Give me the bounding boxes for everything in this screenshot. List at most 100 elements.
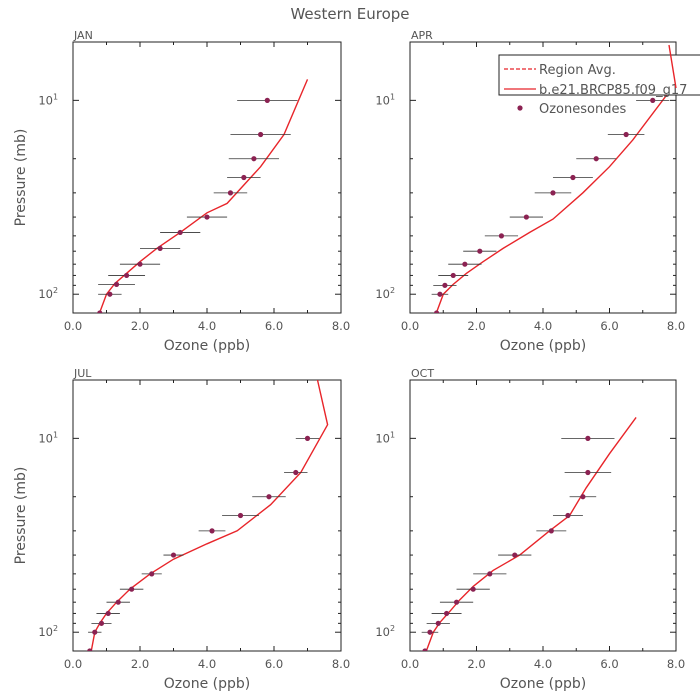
y-tick-exponent: 2 (53, 286, 58, 295)
sonde-point (124, 272, 130, 279)
data-layer (431, 66, 676, 313)
sonde-point (157, 245, 163, 251)
x-tick-label: 2.0 (467, 657, 485, 671)
sonde-point (115, 599, 121, 605)
sonde-point (87, 648, 93, 651)
model-profile-line (435, 66, 676, 313)
sonde-point (450, 272, 456, 279)
sonde-point (462, 261, 468, 267)
x-tick-label: 2.0 (131, 319, 149, 333)
y-tick-label: 10 (375, 625, 390, 639)
sonde-point (107, 291, 113, 297)
sonde-point (227, 190, 234, 196)
sonde-point (570, 174, 576, 181)
sonde-point (170, 552, 177, 558)
y-axis-label: Pressure (mb) (13, 467, 29, 565)
x-tick-label: 4.0 (534, 657, 552, 671)
sonde-point (477, 248, 483, 254)
plot-frame (72, 41, 342, 314)
sonde-point (437, 291, 443, 297)
x-axis-label: Ozone (ppb) (164, 676, 250, 692)
x-tick-label: 8.0 (332, 319, 350, 333)
x-tick-label: 6.0 (600, 657, 618, 671)
sonde-point (434, 310, 440, 313)
x-tick-label: 6.0 (265, 319, 283, 333)
sonde-point (550, 190, 556, 196)
panel-label: OCT (411, 367, 434, 380)
legend-box (498, 54, 700, 96)
sonde-point (241, 174, 247, 181)
model-profile-line (99, 79, 309, 313)
y-tick-label: 10 (375, 93, 390, 107)
x-axis-label: Ozone (ppb) (500, 676, 586, 692)
sonde-point (650, 97, 656, 103)
sonde-point (435, 620, 441, 626)
x-tick-label: 6.0 (265, 657, 283, 671)
sonde-point (266, 494, 272, 500)
legend-label: b.e21.BRCP85.f09_g17 (539, 83, 687, 98)
x-tick-label: 0.0 (64, 319, 82, 333)
y-tick-label: 10 (38, 431, 53, 445)
sonde-point (293, 469, 299, 476)
sonde-point (97, 310, 103, 313)
y-tick-exponent: 1 (390, 430, 395, 439)
sonde-point (98, 620, 105, 626)
y-axis-label: Pressure (mb) (13, 129, 29, 227)
panel-label: APR (411, 29, 433, 42)
y-tick-label: 10 (375, 431, 390, 445)
model-profile-line (425, 416, 637, 651)
x-tick-label: 0.0 (401, 319, 419, 333)
y-tick-label: 10 (38, 625, 53, 639)
x-tick-label: 0.0 (401, 657, 419, 671)
x-axis-label: Ozone (ppb) (500, 338, 586, 354)
y-tick-exponent: 1 (53, 92, 58, 101)
sonde-point (470, 586, 476, 592)
sonde-point (92, 629, 98, 635)
sonde-point (204, 214, 210, 220)
sonde-point (565, 512, 571, 519)
sonde-point (251, 156, 257, 162)
x-tick-label: 4.0 (198, 657, 216, 671)
data-layer (421, 416, 637, 651)
legend: Region Avg. b.e21.BRCP85.f09_g17 Ozonesond… (498, 44, 700, 117)
legend-swatch-dot (517, 105, 523, 111)
y-tick-exponent: 1 (390, 92, 395, 101)
x-tick-label: 4.0 (534, 319, 552, 333)
sonde-point (442, 282, 448, 288)
sonde-point (593, 156, 599, 162)
x-tick-label: 8.0 (667, 657, 685, 671)
figure-title: Western Europe (290, 5, 409, 23)
model-profile-line (90, 380, 329, 651)
sonde-point (443, 610, 450, 617)
y-tick-exponent: 1 (53, 430, 58, 439)
sonde-point (585, 435, 591, 441)
legend-label: Region Avg. (539, 63, 616, 78)
x-tick-label: 6.0 (600, 319, 618, 333)
y-tick-exponent: 2 (53, 624, 58, 633)
y-tick-exponent: 2 (390, 286, 395, 295)
x-tick-label: 2.0 (131, 657, 149, 671)
plot-frame (72, 379, 342, 652)
sonde-point (258, 131, 264, 138)
sonde-point (585, 469, 591, 476)
sonde-point (105, 610, 111, 617)
sonde-point (422, 648, 428, 651)
sonde-point (237, 512, 244, 519)
sonde-point (137, 261, 143, 267)
y-tick-label: 10 (38, 287, 53, 301)
apr-line-tail (668, 44, 677, 89)
x-tick-label: 4.0 (198, 319, 216, 333)
sonde-point (113, 281, 120, 288)
sonde-point (264, 97, 270, 103)
x-tick-label: 0.0 (64, 657, 82, 671)
sonde-point (149, 571, 155, 577)
legend-label: Ozonesondes (539, 102, 626, 117)
sonde-point (548, 528, 554, 534)
sonde-point (487, 571, 493, 577)
sonde-point (209, 528, 215, 534)
sonde-point (453, 599, 460, 605)
sonde-point (129, 586, 135, 592)
